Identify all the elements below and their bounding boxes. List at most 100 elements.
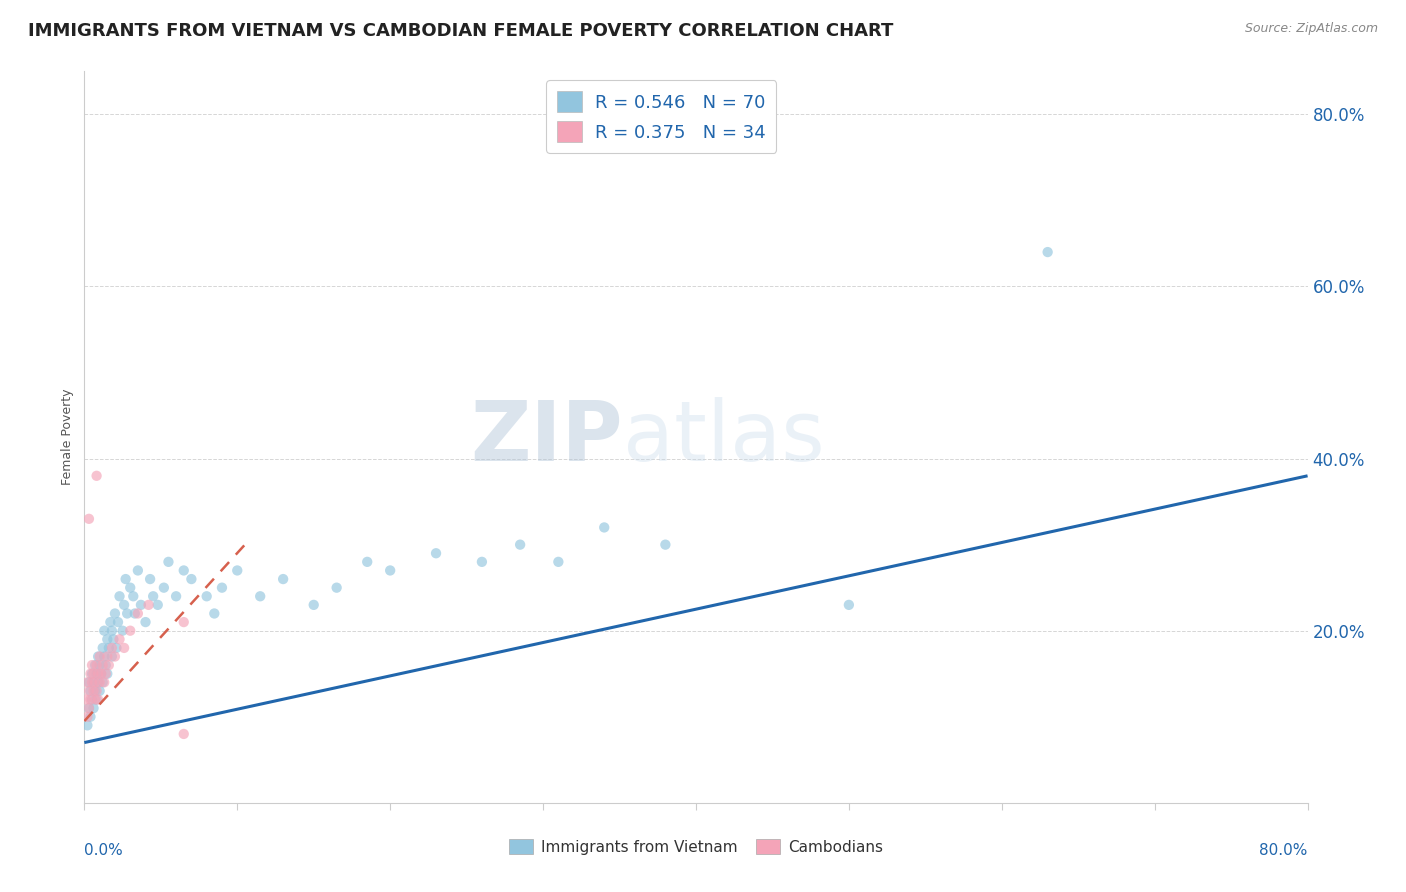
Point (96, 649, 118, 664)
Point (79, 666, 101, 681)
Point (76, 710, 98, 724)
Point (226, 564, 249, 578)
Point (122, 589, 145, 603)
Point (105, 640, 128, 655)
Point (84, 658, 107, 673)
Point (93, 675, 115, 690)
Point (83, 666, 105, 681)
Point (202, 607, 225, 621)
Point (80, 692, 103, 706)
Point (107, 615, 129, 629)
Point (111, 624, 134, 638)
Point (139, 572, 162, 586)
Point (91, 675, 114, 690)
Text: 0.0%: 0.0% (84, 843, 124, 858)
Point (83, 701, 105, 715)
Point (91, 658, 114, 673)
Point (112, 598, 135, 612)
Point (271, 572, 294, 586)
Point (138, 598, 160, 612)
Point (86, 468, 108, 483)
Point (654, 538, 676, 552)
Point (94, 666, 117, 681)
Point (135, 615, 157, 629)
Point (180, 572, 202, 586)
Point (302, 598, 325, 612)
Point (89, 649, 111, 664)
Point (83, 675, 105, 690)
Point (127, 607, 149, 621)
Point (120, 581, 142, 595)
Point (79, 692, 101, 706)
Text: atlas: atlas (623, 397, 824, 477)
Point (90, 666, 112, 681)
Point (80, 658, 103, 673)
Point (509, 538, 531, 552)
Point (86, 684, 108, 698)
Point (94, 658, 117, 673)
Point (87, 649, 110, 664)
Text: Source: ZipAtlas.com: Source: ZipAtlas.com (1244, 22, 1378, 36)
Point (96, 666, 118, 681)
Point (142, 589, 165, 603)
Point (98, 615, 121, 629)
Point (89, 658, 111, 673)
Point (77, 701, 100, 715)
Point (112, 640, 135, 655)
Point (104, 607, 127, 621)
Point (84, 675, 107, 690)
Point (1036, 245, 1059, 260)
Point (87, 675, 110, 690)
Point (249, 589, 271, 603)
Point (79, 710, 101, 724)
Point (425, 546, 447, 560)
Point (115, 607, 138, 621)
Point (103, 632, 125, 647)
Point (104, 649, 127, 664)
Point (97, 640, 120, 655)
Point (93, 649, 115, 664)
Point (76, 718, 98, 732)
Point (101, 624, 124, 638)
Point (547, 555, 569, 569)
Point (120, 624, 142, 638)
Point (77, 675, 100, 690)
Text: IMMIGRANTS FROM VIETNAM VS CAMBODIAN FEMALE POVERTY CORRELATION CHART: IMMIGRANTS FROM VIETNAM VS CAMBODIAN FEM… (28, 22, 893, 40)
Point (173, 727, 195, 741)
Y-axis label: Female Poverty: Female Poverty (60, 389, 75, 485)
Point (101, 640, 124, 655)
Point (471, 555, 494, 569)
Point (77, 701, 100, 715)
Point (211, 581, 233, 595)
Point (356, 555, 378, 569)
Point (127, 564, 149, 578)
Point (86, 692, 108, 706)
Point (80, 675, 103, 690)
Point (838, 598, 860, 612)
Point (80, 666, 103, 681)
Point (90, 666, 112, 681)
Point (96, 632, 118, 647)
Text: ZIP: ZIP (470, 397, 623, 477)
Point (114, 572, 136, 586)
Point (89, 675, 111, 690)
Point (157, 555, 180, 569)
Point (380, 564, 402, 578)
Point (153, 581, 176, 595)
Point (195, 589, 218, 603)
Point (325, 581, 347, 595)
Point (77, 684, 100, 698)
Point (84, 692, 107, 706)
Point (97, 658, 120, 673)
Legend: Immigrants from Vietnam, Cambodians: Immigrants from Vietnam, Cambodians (503, 833, 889, 861)
Point (89, 684, 111, 698)
Point (108, 632, 131, 647)
Text: 80.0%: 80.0% (1260, 843, 1308, 858)
Point (124, 607, 146, 621)
Point (86, 666, 108, 681)
Point (79, 684, 101, 698)
Point (173, 564, 195, 578)
Point (87, 666, 110, 681)
Point (108, 589, 131, 603)
Point (75, 692, 97, 706)
